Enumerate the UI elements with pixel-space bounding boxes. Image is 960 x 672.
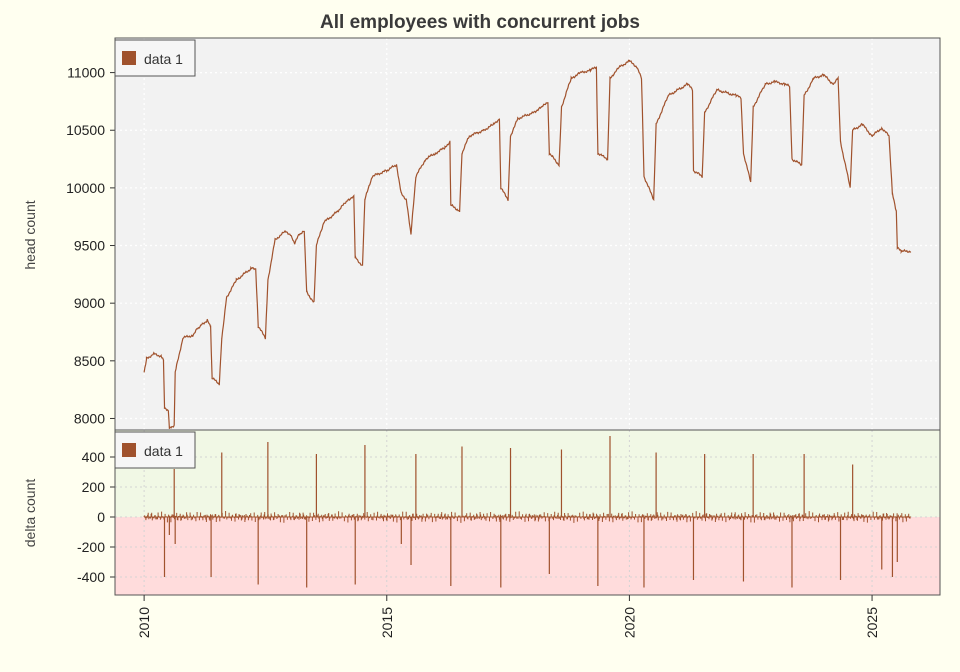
top-y-tick-label: 8000 [74,410,105,426]
top-y-tick-label: 10500 [66,122,105,138]
x-tick-label: 2025 [864,607,880,638]
top-y-tick-label: 9500 [74,238,105,254]
top-plot-background [115,38,940,430]
head-count-series-line [143,59,912,429]
top-legend-swatch [122,51,136,65]
bottom-y-tick-label: 400 [82,449,106,465]
bottom-y-axis-label: delta count [22,479,38,548]
bottom-legend-swatch [122,443,136,457]
top-y-axis-label: head count [22,200,38,269]
top-y-tick-label: 10000 [66,180,105,196]
top-panel: 8000 8500 9000 9500 10000 10500 11000 data 1 [66,37,941,431]
x-tick-label: 2010 [136,607,152,638]
bottom-legend: data 1 [114,431,196,469]
bottom-y-tick-label: -200 [77,539,105,555]
top-y-tick-label: 8500 [74,353,105,369]
top-y-tick-label: 11000 [67,65,105,81]
bottom-y-tick-label: -400 [77,569,105,585]
bottom-plot-border [114,429,941,596]
bottom-y-tick-label: 200 [82,479,106,495]
top-legend-label: data 1 [144,51,183,67]
top-legend: data 1 [114,39,196,77]
top-y-tick-label: 9000 [74,295,105,311]
x-axis: 2010 2015 2020 2025 [136,595,880,638]
chart-title: All employees with concurrent jobs [320,12,640,33]
x-tick-label: 2015 [379,607,395,638]
positive-region [115,430,940,517]
bottom-legend-label: data 1 [144,443,183,459]
bottom-panel: -400 -200 0 200 400 data 1 [77,429,941,596]
x-tick-label: 2020 [621,607,637,638]
negative-region [115,517,940,595]
bottom-y-tick-label: 0 [97,509,105,525]
